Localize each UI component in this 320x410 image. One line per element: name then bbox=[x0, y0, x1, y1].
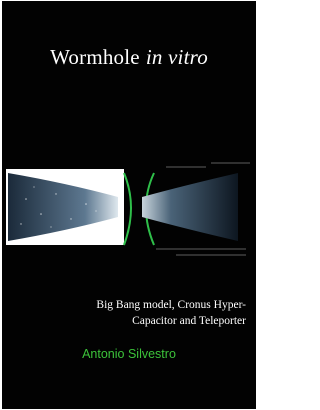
green-arc bbox=[124, 173, 131, 245]
author: Antonio Silvestro bbox=[2, 347, 256, 361]
body: Wormholein vitro Big Bang model, Cronus … bbox=[0, 1, 320, 409]
subtitle-line: Capacitor and Teleporter bbox=[96, 313, 246, 329]
subtitle: Big Bang model, Cronus Hyper- Capacitor … bbox=[96, 297, 246, 329]
title-italic: in vitro bbox=[146, 45, 208, 69]
wormhole-illustration bbox=[6, 159, 254, 259]
subtitle-line: Big Bang model, Cronus Hyper- bbox=[96, 297, 246, 313]
right-cone bbox=[142, 173, 238, 241]
page: {"cover": {"title": {"main": "Wormhole",… bbox=[0, 0, 320, 409]
title-main: Wormhole bbox=[50, 45, 140, 69]
